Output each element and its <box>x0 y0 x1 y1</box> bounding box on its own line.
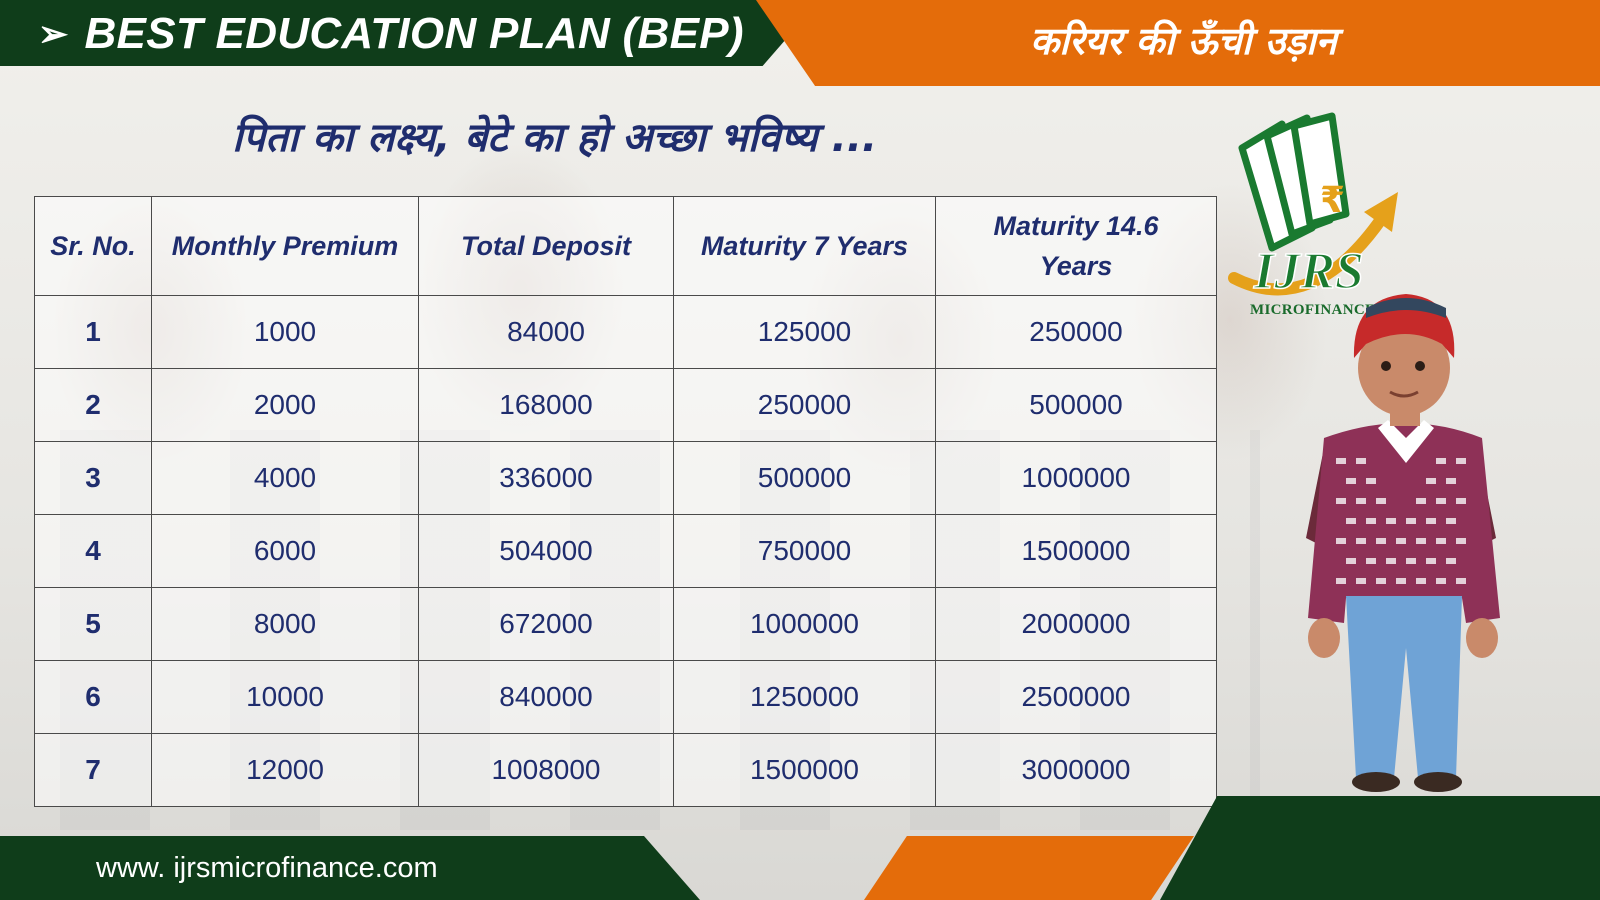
cell-monthly-premium: 8000 <box>151 587 419 661</box>
cell-maturity-14-6: 1500000 <box>935 514 1217 588</box>
footer-green-band-right <box>1160 796 1600 900</box>
table-row: 2 2000 168000 250000 500000 <box>34 368 1217 442</box>
col-header-sr-no: Sr. No. <box>34 196 152 296</box>
hindi-subtitle: पिता का लक्ष्य, बेटे का हो अच्छा भविष्य … <box>232 115 878 161</box>
child-photo <box>1306 294 1500 792</box>
page-title: ➢ BEST EDUCATION PLAN (BEP) <box>38 6 744 62</box>
cell-total-deposit: 168000 <box>418 368 674 442</box>
cell-total-deposit: 840000 <box>418 660 674 734</box>
cell-total-deposit: 336000 <box>418 441 674 515</box>
cell-sr-no: 2 <box>34 368 152 442</box>
cell-total-deposit: 84000 <box>418 295 674 369</box>
logo-wordmark: IJRS <box>1253 243 1364 300</box>
footer-green-band-left <box>0 836 700 900</box>
cell-maturity-14-6: 1000000 <box>935 441 1217 515</box>
cell-maturity-14-6: 2000000 <box>935 587 1217 661</box>
col-header-total-deposit: Total Deposit <box>418 196 674 296</box>
table-row: 5 8000 672000 1000000 2000000 <box>34 587 1217 661</box>
cell-sr-no: 4 <box>34 514 152 588</box>
cell-maturity-14-6: 2500000 <box>935 660 1217 734</box>
cell-sr-no: 5 <box>34 587 152 661</box>
cell-monthly-premium: 1000 <box>151 295 419 369</box>
table-row: 3 4000 336000 500000 1000000 <box>34 441 1217 515</box>
cell-monthly-premium: 2000 <box>151 368 419 442</box>
premium-table: Sr. No. Monthly Premium Total Deposit Ma… <box>34 196 1217 807</box>
cell-maturity-7: 500000 <box>673 441 936 515</box>
cell-maturity-7: 1250000 <box>673 660 936 734</box>
cell-maturity-14-6: 3000000 <box>935 733 1217 807</box>
cell-maturity-14-6: 500000 <box>935 368 1217 442</box>
rupee-icon: ₹ <box>1320 180 1345 221</box>
table-header-row: Sr. No. Monthly Premium Total Deposit Ma… <box>34 196 1217 296</box>
cell-sr-no: 7 <box>34 733 152 807</box>
table-row: 7 12000 1008000 1500000 3000000 <box>34 733 1217 807</box>
cell-sr-no: 6 <box>34 660 152 734</box>
hindi-tagline: करियर की ऊँची उड़ान <box>1030 19 1337 63</box>
ijrs-logo: ₹ IJRS <box>1228 112 1398 301</box>
col-header-maturity-14-6: Maturity 14.6 Years <box>935 196 1217 296</box>
cell-total-deposit: 504000 <box>418 514 674 588</box>
header-orange-band <box>756 0 1600 86</box>
cell-maturity-7: 125000 <box>673 295 936 369</box>
col-header-monthly-premium: Monthly Premium <box>151 196 419 296</box>
cell-total-deposit: 672000 <box>418 587 674 661</box>
website-url[interactable]: www. ijrsmicrofinance.com <box>96 852 438 884</box>
cell-maturity-7: 1000000 <box>673 587 936 661</box>
table-row: 6 10000 840000 1250000 2500000 <box>34 660 1217 734</box>
cell-maturity-14-6: 250000 <box>935 295 1217 369</box>
arrow-bullet-icon: ➢ <box>38 13 69 54</box>
table-row: 4 6000 504000 750000 1500000 <box>34 514 1217 588</box>
cell-monthly-premium: 4000 <box>151 441 419 515</box>
cell-monthly-premium: 6000 <box>151 514 419 588</box>
cell-sr-no: 1 <box>34 295 152 369</box>
cell-monthly-premium: 12000 <box>151 733 419 807</box>
cell-monthly-premium: 10000 <box>151 660 419 734</box>
col-header-maturity-7: Maturity 7 Years <box>673 196 936 296</box>
header-green-band <box>0 0 820 66</box>
cell-total-deposit: 1008000 <box>418 733 674 807</box>
cell-maturity-7: 250000 <box>673 368 936 442</box>
table-row: 1 1000 84000 125000 250000 <box>34 295 1217 369</box>
cell-maturity-7: 1500000 <box>673 733 936 807</box>
cell-sr-no: 3 <box>34 441 152 515</box>
cell-maturity-7: 750000 <box>673 514 936 588</box>
footer-orange-band <box>864 836 1194 900</box>
logo-subtext: MICROFINANCE <box>1250 302 1376 318</box>
page-title-text: BEST EDUCATION PLAN (BEP) <box>84 9 744 58</box>
